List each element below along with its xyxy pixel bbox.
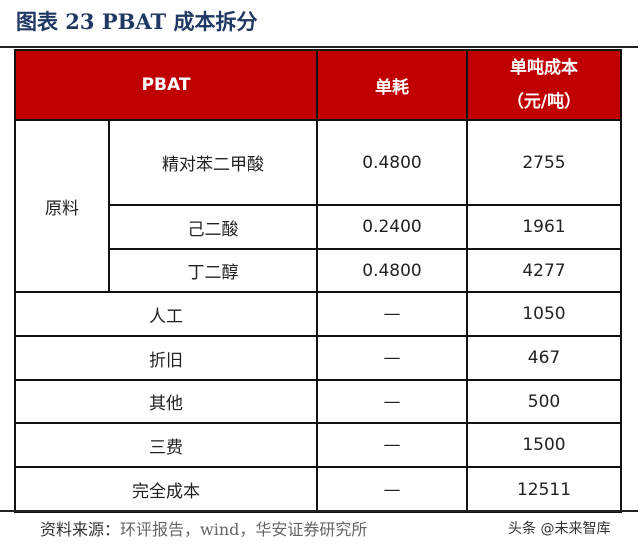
table-row-total: 完全成本 — 12511 xyxy=(14,466,622,513)
table-row: 其他 — 500 xyxy=(14,379,622,424)
row-consumption: 0.4800 xyxy=(316,248,468,293)
row-name: 三费 xyxy=(14,422,318,468)
table-row: 原料 精对苯二甲酸 0.4800 2755 xyxy=(14,119,622,293)
header-cost-line2: （元/吨） xyxy=(506,92,582,112)
row-consumption: — xyxy=(316,422,468,468)
row-cost: 12511 xyxy=(466,466,622,513)
row-cost: 1050 xyxy=(466,291,622,337)
table-row: 人工 — 1050 xyxy=(14,291,622,337)
row-cost: 467 xyxy=(466,335,622,381)
figure-title: 图表 23 PBAT 成本拆分 xyxy=(16,9,258,34)
header-row: PBAT 单耗 单吨成本 （元/吨） xyxy=(14,49,622,121)
row-consumption: 0.4800 xyxy=(316,119,468,206)
bottom-rule xyxy=(0,510,638,512)
row-cost: 1961 xyxy=(466,204,622,250)
header-cost-line1: 单吨成本 xyxy=(510,58,578,78)
table-row: 折旧 — 467 xyxy=(14,335,622,381)
row-cost: 1500 xyxy=(466,422,622,468)
row-cost: 500 xyxy=(466,379,622,424)
top-rule xyxy=(0,46,638,48)
source-text: 环评报告，wind，华安证券研究所 xyxy=(120,520,368,539)
row-consumption: 0.2400 xyxy=(316,204,468,250)
header-item: PBAT xyxy=(14,49,318,121)
row-name: 其他 xyxy=(14,379,318,424)
source-label: 资料来源： xyxy=(40,520,121,539)
table-row: 三费 — 1500 xyxy=(14,422,622,468)
watermark: 头条 @未来智库 xyxy=(508,521,611,537)
table-row: 丁二醇 0.4800 4277 xyxy=(15,248,622,293)
header-consumption: 单耗 xyxy=(316,49,468,121)
table-row: 己二酸 0.2400 1961 xyxy=(15,204,622,250)
raw-group-label: 原料 xyxy=(14,119,110,293)
row-name: 人工 xyxy=(14,291,318,337)
row-consumption: — xyxy=(316,379,468,424)
row-name: 丁二醇 xyxy=(108,248,318,293)
source-note: 资料来源：环评报告，wind，华安证券研究所 xyxy=(40,516,367,540)
row-name: 精对苯二甲酸 xyxy=(108,119,318,206)
row-name: 己二酸 xyxy=(108,204,318,250)
row-consumption: — xyxy=(316,335,468,381)
row-consumption: — xyxy=(316,291,468,337)
row-cost: 4277 xyxy=(466,248,622,293)
row-cost: 2755 xyxy=(466,119,622,206)
header-cost: 单吨成本 （元/吨） xyxy=(466,49,622,121)
cost-table: PBAT 单耗 单吨成本 （元/吨） 原料 精对苯二甲酸 0.4800 2755… xyxy=(14,49,622,513)
row-name: 折旧 xyxy=(14,335,318,381)
row-consumption: — xyxy=(316,466,468,513)
row-name: 完全成本 xyxy=(14,466,318,513)
